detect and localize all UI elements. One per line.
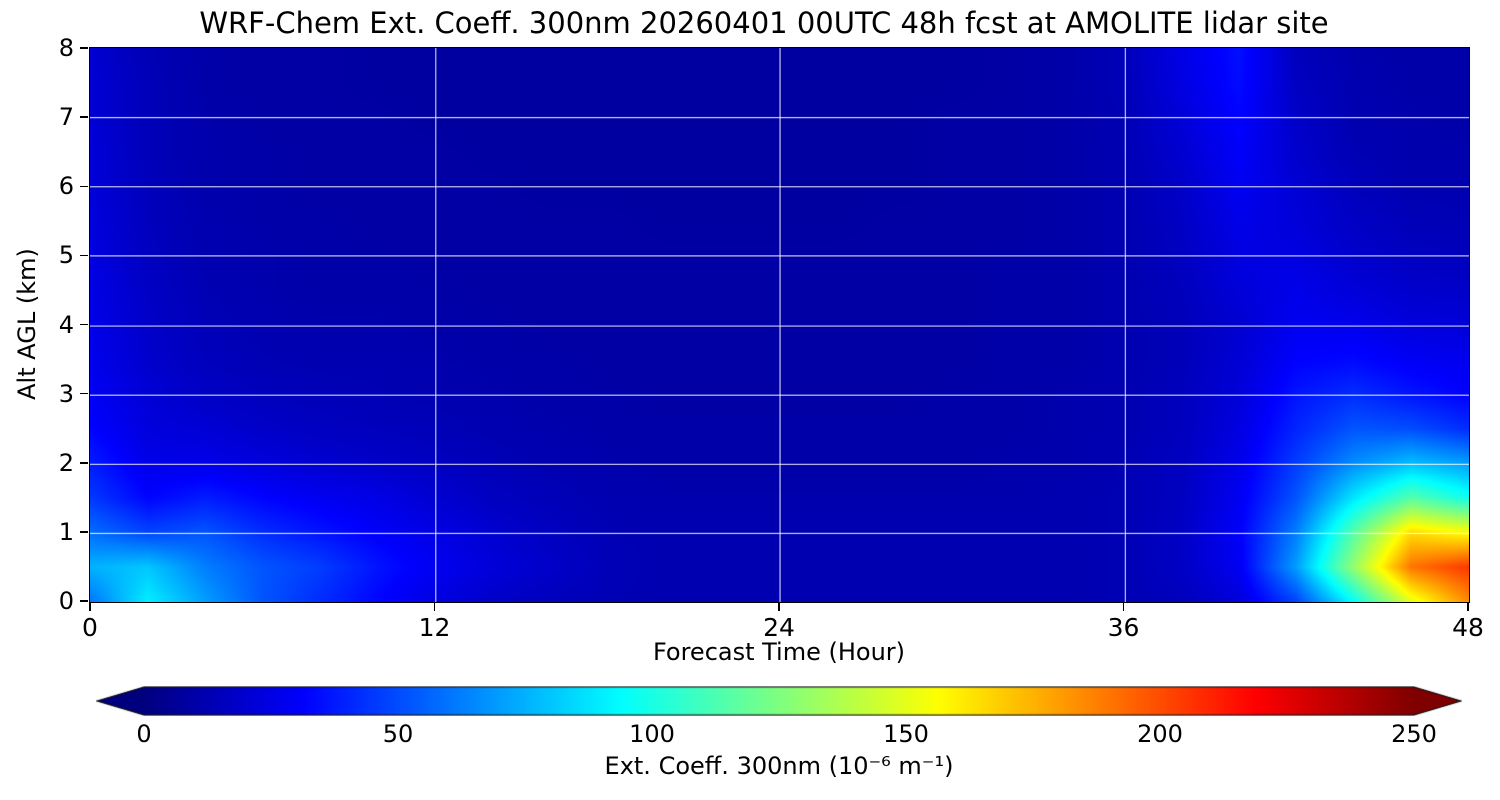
x-tick-label: 36 — [1107, 613, 1140, 642]
y-tick-mark — [80, 185, 88, 187]
y-tick-mark — [80, 116, 88, 118]
y-tick-mark — [80, 392, 88, 395]
colorbar-label: Ext. Coeff. 300nm (10⁻⁶ m⁻¹) — [604, 752, 954, 780]
chart-title: WRF-Chem Ext. Coeff. 300nm 20260401 00UT… — [199, 6, 1329, 40]
colorbar-tick-label: 50 — [382, 720, 414, 748]
x-tick-label: 48 — [1452, 613, 1484, 642]
x-axis-label: Forecast Time (Hour) — [652, 638, 906, 666]
y-tick-label: 4 — [58, 310, 74, 339]
plot-area — [89, 47, 1470, 603]
y-tick-label: 8 — [58, 34, 74, 62]
y-tick-label: 0 — [58, 587, 74, 615]
colorbar-tick-label: 100 — [629, 720, 675, 748]
y-tick-label: 6 — [58, 172, 74, 201]
y-tick-label: 5 — [58, 241, 74, 270]
heatmap-canvas — [90, 48, 1469, 602]
colorbar-tick-label: 0 — [136, 720, 152, 748]
y-axis-label: Alt AGL (km) — [13, 248, 41, 400]
y-tick-mark — [80, 254, 88, 257]
colorbar-tick-label: 250 — [1391, 720, 1437, 748]
x-tick-mark — [433, 603, 436, 611]
colorbar-tick-label: 150 — [883, 720, 929, 748]
colorbar-canvas — [96, 686, 1462, 716]
x-tick-mark — [89, 603, 91, 611]
y-tick-mark — [80, 323, 88, 326]
x-tick-mark — [778, 603, 780, 611]
y-tick-label: 3 — [58, 379, 74, 408]
y-tick-label: 7 — [58, 103, 74, 132]
x-tick-label: 0 — [82, 613, 98, 642]
x-tick-mark — [1467, 603, 1469, 611]
y-tick-mark — [80, 531, 88, 533]
x-tick-label: 24 — [763, 613, 795, 642]
y-tick-label: 1 — [58, 517, 74, 546]
y-tick-mark — [80, 47, 88, 49]
x-tick-mark — [1122, 603, 1125, 611]
colorbar: 0 50 100 150 200 250 Ext. Coeff. 300nm (10⁻⁶ … — [96, 686, 1462, 796]
colorbar-tick-label: 200 — [1137, 720, 1183, 748]
x-tick-label: 12 — [418, 613, 451, 642]
y-tick-label: 2 — [58, 448, 74, 477]
y-tick-mark — [80, 462, 88, 464]
y-tick-mark — [80, 600, 88, 602]
